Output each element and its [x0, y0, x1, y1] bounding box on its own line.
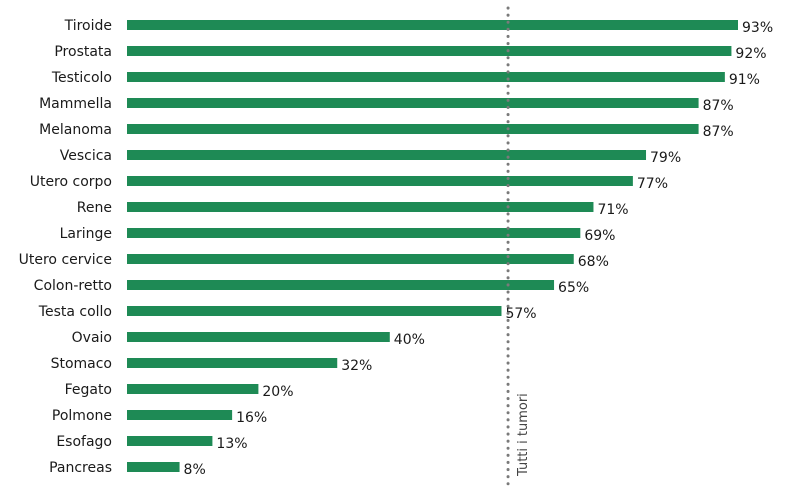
bar	[127, 150, 647, 160]
category-label: Tiroide	[64, 18, 112, 34]
value-label: 92%	[735, 46, 766, 62]
bar	[127, 332, 390, 342]
value-label: 71%	[597, 202, 628, 218]
category-label: Prostata	[54, 44, 112, 60]
value-label: 93%	[742, 20, 773, 36]
category-label: Polmone	[52, 408, 112, 424]
value-label: 68%	[578, 254, 609, 270]
category-label: Fegato	[65, 382, 112, 398]
bar	[127, 306, 502, 316]
bar	[127, 410, 233, 420]
category-label: Utero cervice	[19, 252, 112, 268]
bar	[127, 176, 633, 186]
value-label: 87%	[703, 98, 734, 114]
category-label: Ovaio	[72, 330, 112, 346]
bar	[127, 254, 574, 264]
bar	[127, 98, 699, 108]
bar	[127, 72, 725, 82]
bar	[127, 124, 699, 134]
value-label: 8%	[184, 462, 206, 478]
category-label: Testa collo	[38, 304, 112, 320]
category-label: Vescica	[60, 148, 112, 164]
bar	[127, 20, 738, 30]
bar	[127, 46, 732, 56]
bar	[127, 436, 213, 446]
value-label: 20%	[262, 384, 293, 400]
reference-line-label: Tutti i tumori	[516, 393, 531, 477]
category-label: Testicolo	[51, 70, 112, 86]
category-label: Pancreas	[49, 460, 112, 476]
bar	[127, 228, 581, 238]
bar	[127, 280, 555, 290]
value-label: 16%	[236, 410, 267, 426]
bar	[127, 462, 180, 472]
bar	[127, 358, 338, 368]
value-label: 87%	[703, 124, 734, 140]
value-label: 65%	[558, 280, 589, 296]
category-label: Colon-retto	[34, 278, 112, 294]
bar	[127, 384, 259, 394]
bars-group: Tiroide 93% Prostata 92% Testicolo 91% Mammell…	[19, 18, 774, 478]
category-label: Mammella	[39, 96, 112, 112]
value-label: 32%	[341, 358, 372, 374]
category-label: Esofago	[56, 434, 112, 450]
value-label: 69%	[584, 228, 615, 244]
category-label: Utero corpo	[30, 174, 112, 190]
category-label: Laringe	[60, 226, 112, 242]
value-label: 40%	[394, 332, 425, 348]
category-label: Stomaco	[51, 356, 112, 372]
category-label: Rene	[77, 200, 112, 216]
value-label: 77%	[637, 176, 668, 192]
value-label: 79%	[650, 150, 681, 166]
category-label: Melanoma	[39, 122, 112, 138]
bar	[127, 202, 594, 212]
value-label: 13%	[216, 436, 247, 452]
value-label: 91%	[729, 72, 760, 88]
value-label: 57%	[505, 306, 536, 322]
